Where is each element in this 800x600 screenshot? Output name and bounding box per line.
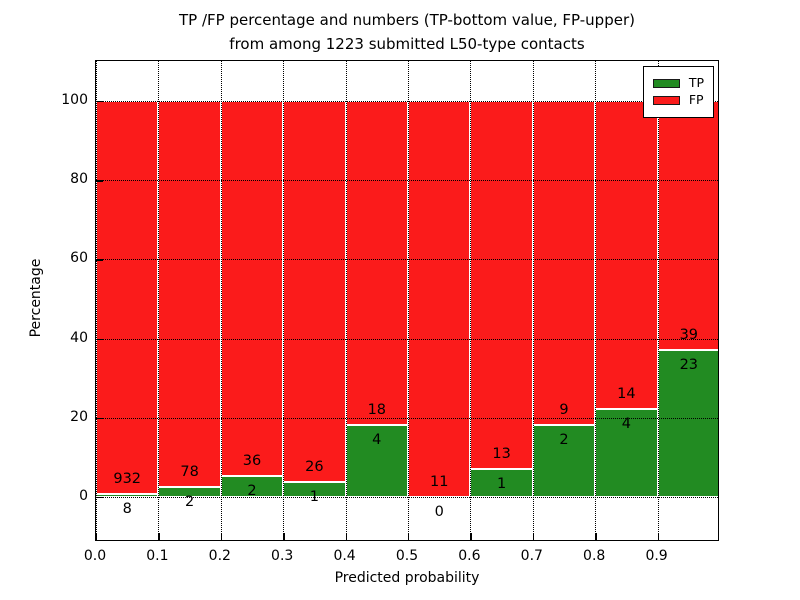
gridline-vertical bbox=[470, 61, 472, 540]
fp-count-label: 13 bbox=[492, 445, 511, 462]
y-tick-label: 60 bbox=[70, 250, 88, 267]
chart-title-line2: from among 1223 submitted L50-type conta… bbox=[229, 35, 585, 53]
x-tick-mark bbox=[283, 533, 285, 540]
plot-area: TP FP 932 8 78 2 36 2 26 1 18 4 11 0 13 1 9 2 14 4 39 23 bbox=[95, 60, 719, 541]
fp-count-label: 11 bbox=[429, 474, 449, 490]
bar-segment-tp bbox=[532, 424, 596, 497]
x-tick-label: 0.7 bbox=[520, 548, 543, 564]
tp-count-label: 2 bbox=[559, 431, 569, 448]
bar-segment-fp bbox=[595, 101, 658, 409]
legend: TP FP bbox=[642, 66, 714, 118]
bar-segment-fp bbox=[158, 101, 221, 488]
x-tick-label: 0.5 bbox=[395, 548, 419, 564]
y-tick-label: 80 bbox=[70, 171, 88, 188]
legend-entry-fp: FP bbox=[652, 92, 704, 107]
y-tick-mark bbox=[96, 259, 103, 261]
tp-count-label: 2 bbox=[247, 483, 257, 500]
bar-segment-fp bbox=[220, 101, 284, 477]
y-tick-label: 40 bbox=[70, 329, 88, 346]
tp-count-label: 23 bbox=[679, 357, 699, 374]
chart-title-line1: TP /FP percentage and numbers (TP-bottom… bbox=[179, 11, 635, 29]
y-tick-label: 100 bbox=[61, 92, 88, 108]
y-axis-label: Percentage bbox=[28, 258, 44, 338]
gridline-horizontal bbox=[96, 101, 718, 102]
legend-entry-tp: TP bbox=[652, 75, 704, 90]
x-tick-label: 0.8 bbox=[583, 548, 606, 564]
bar-segment-fp bbox=[345, 101, 408, 425]
y-tick-mark bbox=[96, 497, 103, 499]
tp-count-label: 8 bbox=[122, 500, 132, 517]
tp-count-label: 4 bbox=[372, 431, 382, 448]
gridline-horizontal bbox=[96, 259, 718, 261]
x-tick-label: 0.3 bbox=[271, 548, 294, 564]
bar-segment-fp bbox=[532, 101, 596, 425]
tp-swatch-icon bbox=[652, 78, 680, 88]
bar-segment-fp bbox=[470, 101, 533, 469]
gridline-vertical bbox=[158, 61, 160, 540]
x-tick-mark bbox=[345, 533, 347, 540]
chart-title: TP /FP percentage and numbers (TP-bottom… bbox=[95, 8, 719, 56]
bar-segment-fp bbox=[408, 101, 471, 497]
x-tick-label: 0.4 bbox=[333, 548, 356, 564]
y-tick-mark bbox=[96, 101, 103, 103]
gridline-horizontal bbox=[96, 338, 718, 340]
bar-segment-fp bbox=[283, 101, 346, 483]
fp-count-label: 18 bbox=[367, 401, 387, 418]
legend-label-fp: FP bbox=[688, 92, 704, 107]
x-tick-mark bbox=[220, 533, 223, 540]
bar-segment-tp bbox=[595, 409, 658, 497]
x-tick-mark bbox=[96, 533, 98, 540]
gridline-vertical bbox=[220, 61, 222, 540]
x-tick-label: 0.6 bbox=[458, 548, 481, 564]
tp-count-label: 2 bbox=[184, 494, 195, 511]
x-tick-label: 0.0 bbox=[83, 548, 107, 564]
tp-count-label: 1 bbox=[309, 489, 319, 506]
x-tick-mark bbox=[532, 533, 535, 540]
x-tick-label: 0.1 bbox=[146, 548, 169, 564]
y-tick-mark bbox=[96, 338, 103, 340]
gridline-vertical bbox=[345, 61, 347, 540]
x-tick-mark bbox=[657, 533, 659, 540]
fp-count-label: 14 bbox=[617, 386, 636, 402]
x-tick-mark bbox=[408, 533, 410, 540]
bar-segment-fp bbox=[657, 101, 718, 351]
bar-segment-tp bbox=[470, 468, 533, 497]
y-tick-mark bbox=[96, 417, 103, 420]
fp-count-label: 26 bbox=[305, 459, 324, 476]
gridline-vertical bbox=[96, 61, 97, 540]
x-tick-label: 0.2 bbox=[208, 548, 231, 564]
gridline-vertical bbox=[283, 61, 285, 540]
tp-count-label: 0 bbox=[434, 504, 444, 520]
x-tick-mark bbox=[470, 533, 472, 540]
x-tick-mark bbox=[595, 533, 597, 540]
gridline-horizontal bbox=[96, 180, 718, 182]
y-tick-label: 20 bbox=[70, 408, 88, 425]
fp-count-label: 78 bbox=[180, 464, 199, 481]
tp-count-label: 4 bbox=[621, 416, 631, 432]
fp-count-label: 36 bbox=[242, 453, 262, 470]
y-tick-label: 0 bbox=[79, 488, 88, 504]
x-tick-label: 0.9 bbox=[645, 548, 668, 564]
gridline-horizontal bbox=[96, 497, 718, 498]
x-axis-label: Predicted probability bbox=[334, 570, 480, 586]
gridline-vertical bbox=[595, 61, 597, 540]
bar-segment-fp bbox=[96, 101, 159, 494]
gridline-vertical bbox=[408, 61, 409, 540]
fp-count-label: 9 bbox=[559, 401, 569, 418]
tp-count-label: 1 bbox=[496, 475, 507, 492]
y-tick-mark bbox=[96, 180, 103, 182]
fp-count-label: 932 bbox=[113, 470, 142, 487]
gridline-vertical bbox=[532, 61, 534, 540]
gridline-vertical bbox=[657, 61, 659, 540]
fp-count-label: 39 bbox=[679, 327, 699, 344]
fp-swatch-icon bbox=[652, 95, 680, 105]
gridline-horizontal bbox=[96, 417, 718, 419]
x-tick-mark bbox=[158, 533, 160, 540]
legend-label-tp: TP bbox=[688, 75, 704, 90]
